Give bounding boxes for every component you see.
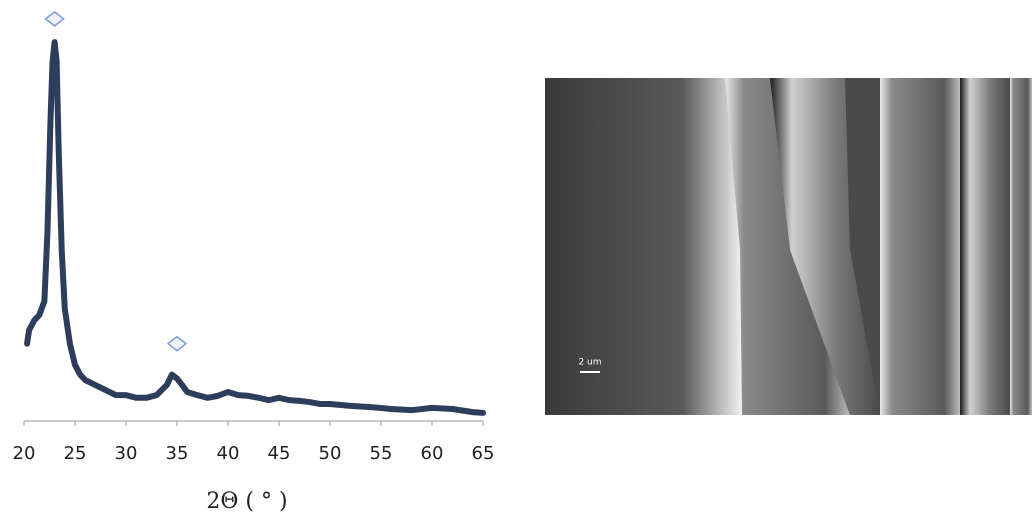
peak-marker	[166, 335, 188, 352]
x-tick-label: 20	[13, 443, 36, 464]
x-tick-label: 50	[319, 443, 342, 464]
peak-marker	[44, 10, 65, 27]
scale-bar-label: 2 um	[578, 358, 601, 368]
sem-image: 2 um	[545, 78, 1032, 415]
x-tick-label: 65	[472, 443, 495, 464]
x-axis-label: 2Θ ( ° )	[206, 489, 287, 514]
x-tick-label: 55	[370, 443, 393, 464]
x-tick-label: 45	[268, 443, 291, 464]
x-tick-label: 35	[166, 443, 189, 464]
x-tick-label: 60	[421, 443, 444, 464]
x-tick-label: 40	[217, 443, 240, 464]
x-tick-label: 30	[115, 443, 138, 464]
x-tick-label: 25	[64, 443, 87, 464]
xrd-line	[24, 39, 486, 416]
